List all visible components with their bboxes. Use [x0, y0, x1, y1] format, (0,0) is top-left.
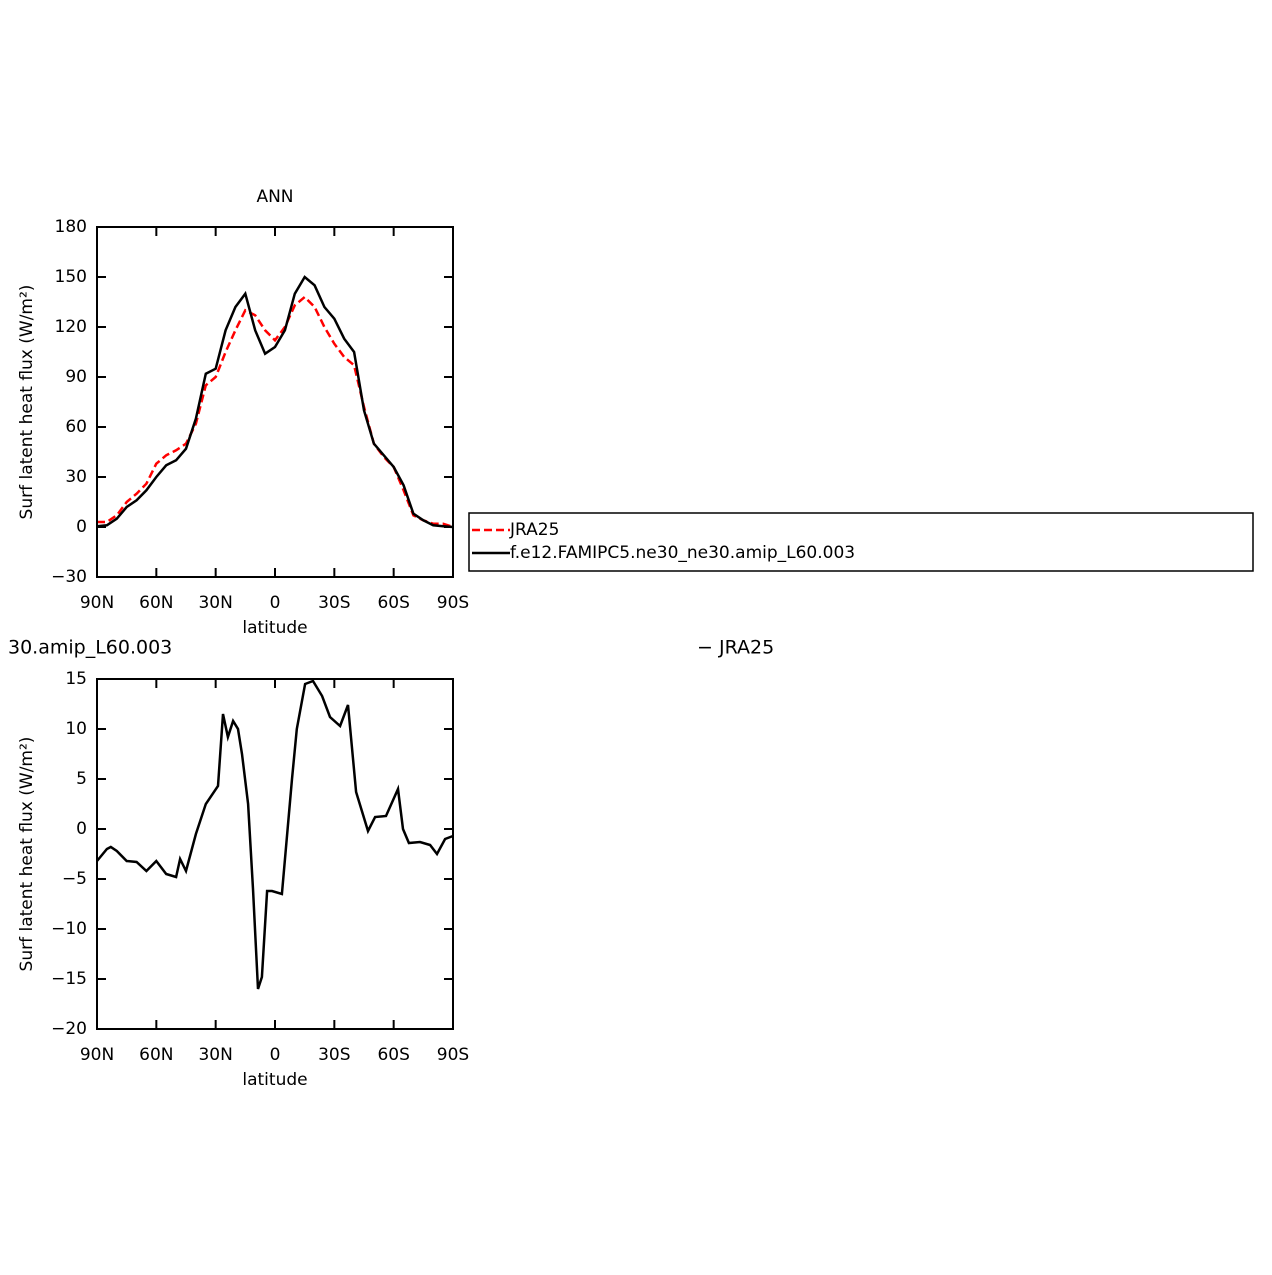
- y-tick-label: 90: [65, 367, 87, 387]
- y-tick-label: 15: [65, 669, 87, 689]
- y-tick-label: 180: [55, 217, 87, 237]
- x-tick-label: 60S: [377, 593, 409, 613]
- y-tick-label: 150: [55, 267, 87, 287]
- plot-frame: [96, 678, 454, 1030]
- y-axis-label: Surf latent heat flux (W/m²): [17, 285, 37, 520]
- legend-box: [468, 512, 1254, 572]
- x-axis-label: latitude: [242, 618, 307, 638]
- x-tick-label: 90N: [80, 593, 114, 613]
- y-tick-label: −10: [51, 919, 87, 939]
- x-tick-label: 60N: [139, 593, 173, 613]
- left-title: 30.amip_L60.003: [8, 637, 172, 659]
- x-axis-label: latitude: [242, 1070, 307, 1090]
- x-tick-label: 30N: [198, 1045, 232, 1065]
- right-title: − JRA25: [697, 637, 774, 659]
- x-tick-label: 60S: [377, 1045, 409, 1065]
- legend-label: JRA25: [509, 520, 559, 540]
- x-tick-label: 30S: [318, 1045, 350, 1065]
- y-axis-label: Surf latent heat flux (W/m²): [17, 737, 37, 972]
- data-line: [96, 275, 454, 529]
- x-tick-label: 90S: [437, 1045, 469, 1065]
- data-line: [96, 679, 454, 990]
- y-tick-label: −20: [51, 1019, 87, 1039]
- legend-label: f.e12.FAMIPC5.ne30_ne30.amip_L60.003: [510, 543, 855, 563]
- x-tick-label: 60N: [139, 1045, 173, 1065]
- y-tick-label: −5: [62, 869, 87, 889]
- x-tick-label: 0: [270, 593, 281, 613]
- x-tick-label: 30S: [318, 593, 350, 613]
- chart-title: ANN: [256, 187, 293, 207]
- x-tick-label: 30N: [198, 593, 232, 613]
- y-tick-label: −15: [51, 969, 87, 989]
- x-tick-label: 0: [270, 1045, 281, 1065]
- y-tick-label: 0: [76, 819, 87, 839]
- plot-frame: [96, 226, 454, 578]
- y-tick-label: 5: [76, 769, 87, 789]
- data-line: [97, 295, 454, 529]
- x-tick-label: 90N: [80, 1045, 114, 1065]
- x-tick-label: 90S: [437, 593, 469, 613]
- y-tick-label: 60: [65, 417, 87, 437]
- y-tick-label: 10: [65, 719, 87, 739]
- y-tick-label: 30: [65, 467, 87, 487]
- y-tick-label: 120: [55, 317, 87, 337]
- y-tick-label: −30: [51, 567, 87, 587]
- y-tick-label: 0: [76, 517, 87, 537]
